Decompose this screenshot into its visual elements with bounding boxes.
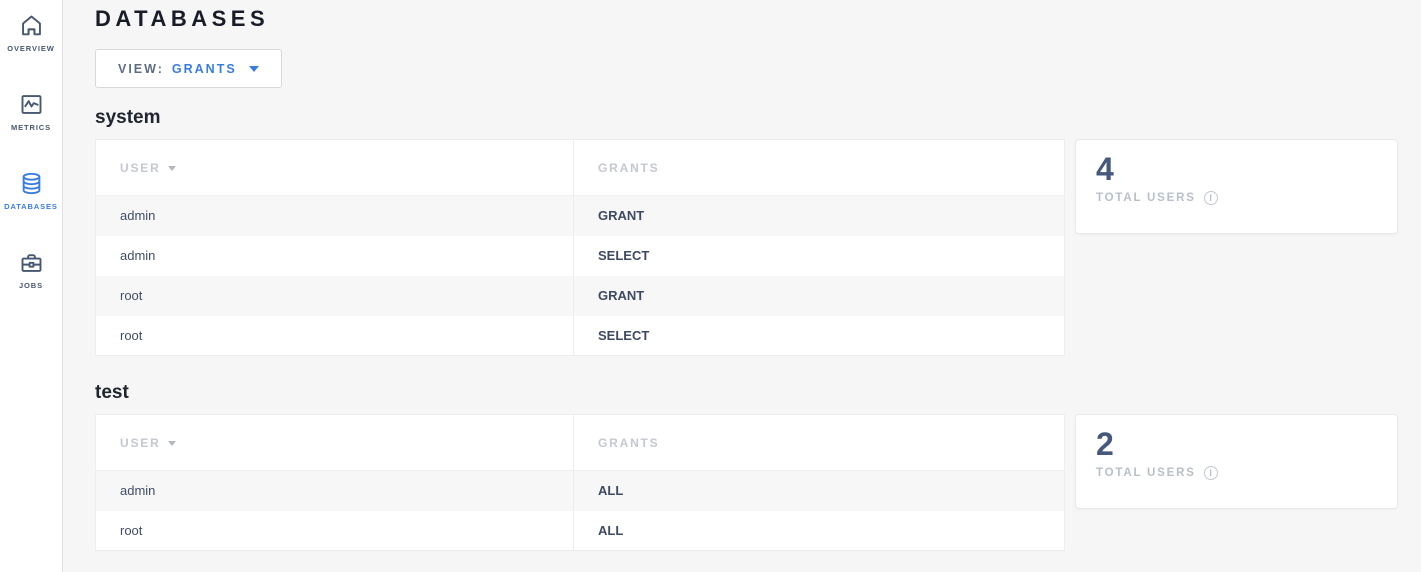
- user-cell: admin: [120, 483, 156, 499]
- table-row: root ALL: [95, 510, 1065, 551]
- sidebar-item-jobs[interactable]: JOBS: [0, 249, 62, 290]
- metrics-chart-icon: [18, 91, 45, 118]
- total-users-value: 2: [1096, 426, 1114, 462]
- total-users-card: 2 TOTAL USERS i: [1075, 414, 1398, 509]
- total-users-card: 4 TOTAL USERS i: [1075, 139, 1398, 234]
- table-header-row: USER GRANTS: [95, 414, 1065, 471]
- column-header-user-label: USER: [120, 435, 161, 450]
- total-users-label: TOTAL USERS: [1096, 466, 1196, 479]
- main-content: DATABASES VIEW: GRANTS system USER GRANT…: [63, 0, 1421, 572]
- grants-cell: GRANT: [573, 195, 1065, 236]
- user-cell: admin: [120, 208, 156, 224]
- grants-table: USER GRANTS admin GRANT admin SELECT: [95, 139, 1065, 356]
- table-row: admin ALL: [95, 470, 1065, 511]
- view-selector-value: GRANTS: [171, 61, 237, 76]
- table-row: root SELECT: [95, 315, 1065, 356]
- database-icon: [18, 170, 45, 197]
- sidebar-item-label: METRICS: [10, 123, 52, 132]
- table-row: admin SELECT: [95, 235, 1065, 276]
- column-header-grants[interactable]: GRANTS: [573, 414, 1065, 471]
- table-header-row: USER GRANTS: [95, 139, 1065, 196]
- column-header-user[interactable]: USER: [95, 139, 574, 196]
- grants-cell: SELECT: [573, 235, 1065, 276]
- column-header-grants[interactable]: GRANTS: [573, 139, 1065, 196]
- table-row: admin GRANT: [95, 195, 1065, 236]
- database-section-test: test USER GRANTS admin A: [95, 382, 1398, 551]
- user-cell: admin: [120, 248, 156, 263]
- sidebar-item-databases[interactable]: DATABASES: [0, 170, 62, 211]
- user-cell: root: [120, 327, 143, 343]
- grants-cell: ALL: [573, 470, 1065, 511]
- page-title: DATABASES: [95, 6, 270, 31]
- column-header-grants-label: GRANTS: [598, 435, 660, 450]
- sidebar-item-label: JOBS: [18, 281, 44, 290]
- grants-cell: SELECT: [573, 315, 1065, 356]
- grants-cell: ALL: [573, 510, 1065, 551]
- view-selector-dropdown[interactable]: VIEW: GRANTS: [95, 49, 282, 88]
- column-header-user-label: USER: [120, 160, 161, 175]
- view-selector-label: VIEW:: [118, 61, 164, 76]
- total-users-label: TOTAL USERS: [1096, 191, 1196, 204]
- home-icon: [18, 12, 45, 39]
- table-row: root GRANT: [95, 275, 1065, 316]
- sidebar-item-label: DATABASES: [4, 202, 58, 211]
- total-users-value: 4: [1096, 151, 1114, 187]
- column-header-grants-label: GRANTS: [598, 160, 660, 175]
- user-cell: root: [120, 522, 143, 538]
- sort-arrow-icon: [167, 165, 176, 171]
- grants-table: USER GRANTS admin ALL root ALL: [95, 414, 1065, 551]
- database-name-heading: test: [95, 382, 129, 403]
- database-name-heading: system: [95, 107, 161, 128]
- user-cell: root: [120, 288, 143, 303]
- briefcase-icon: [18, 249, 45, 276]
- info-icon[interactable]: i: [1203, 465, 1218, 480]
- chevron-down-icon: [248, 65, 259, 72]
- sidebar-item-metrics[interactable]: METRICS: [0, 91, 62, 132]
- sidebar: OVERVIEW METRICS DATABASES: [0, 0, 63, 572]
- sort-arrow-icon: [167, 440, 176, 446]
- sidebar-item-overview[interactable]: OVERVIEW: [0, 12, 62, 53]
- column-header-user[interactable]: USER: [95, 414, 574, 471]
- grants-cell: GRANT: [573, 275, 1065, 316]
- sidebar-item-label: OVERVIEW: [7, 44, 55, 53]
- info-icon[interactable]: i: [1203, 190, 1218, 205]
- database-section-system: system USER GRANTS admin: [95, 107, 1398, 356]
